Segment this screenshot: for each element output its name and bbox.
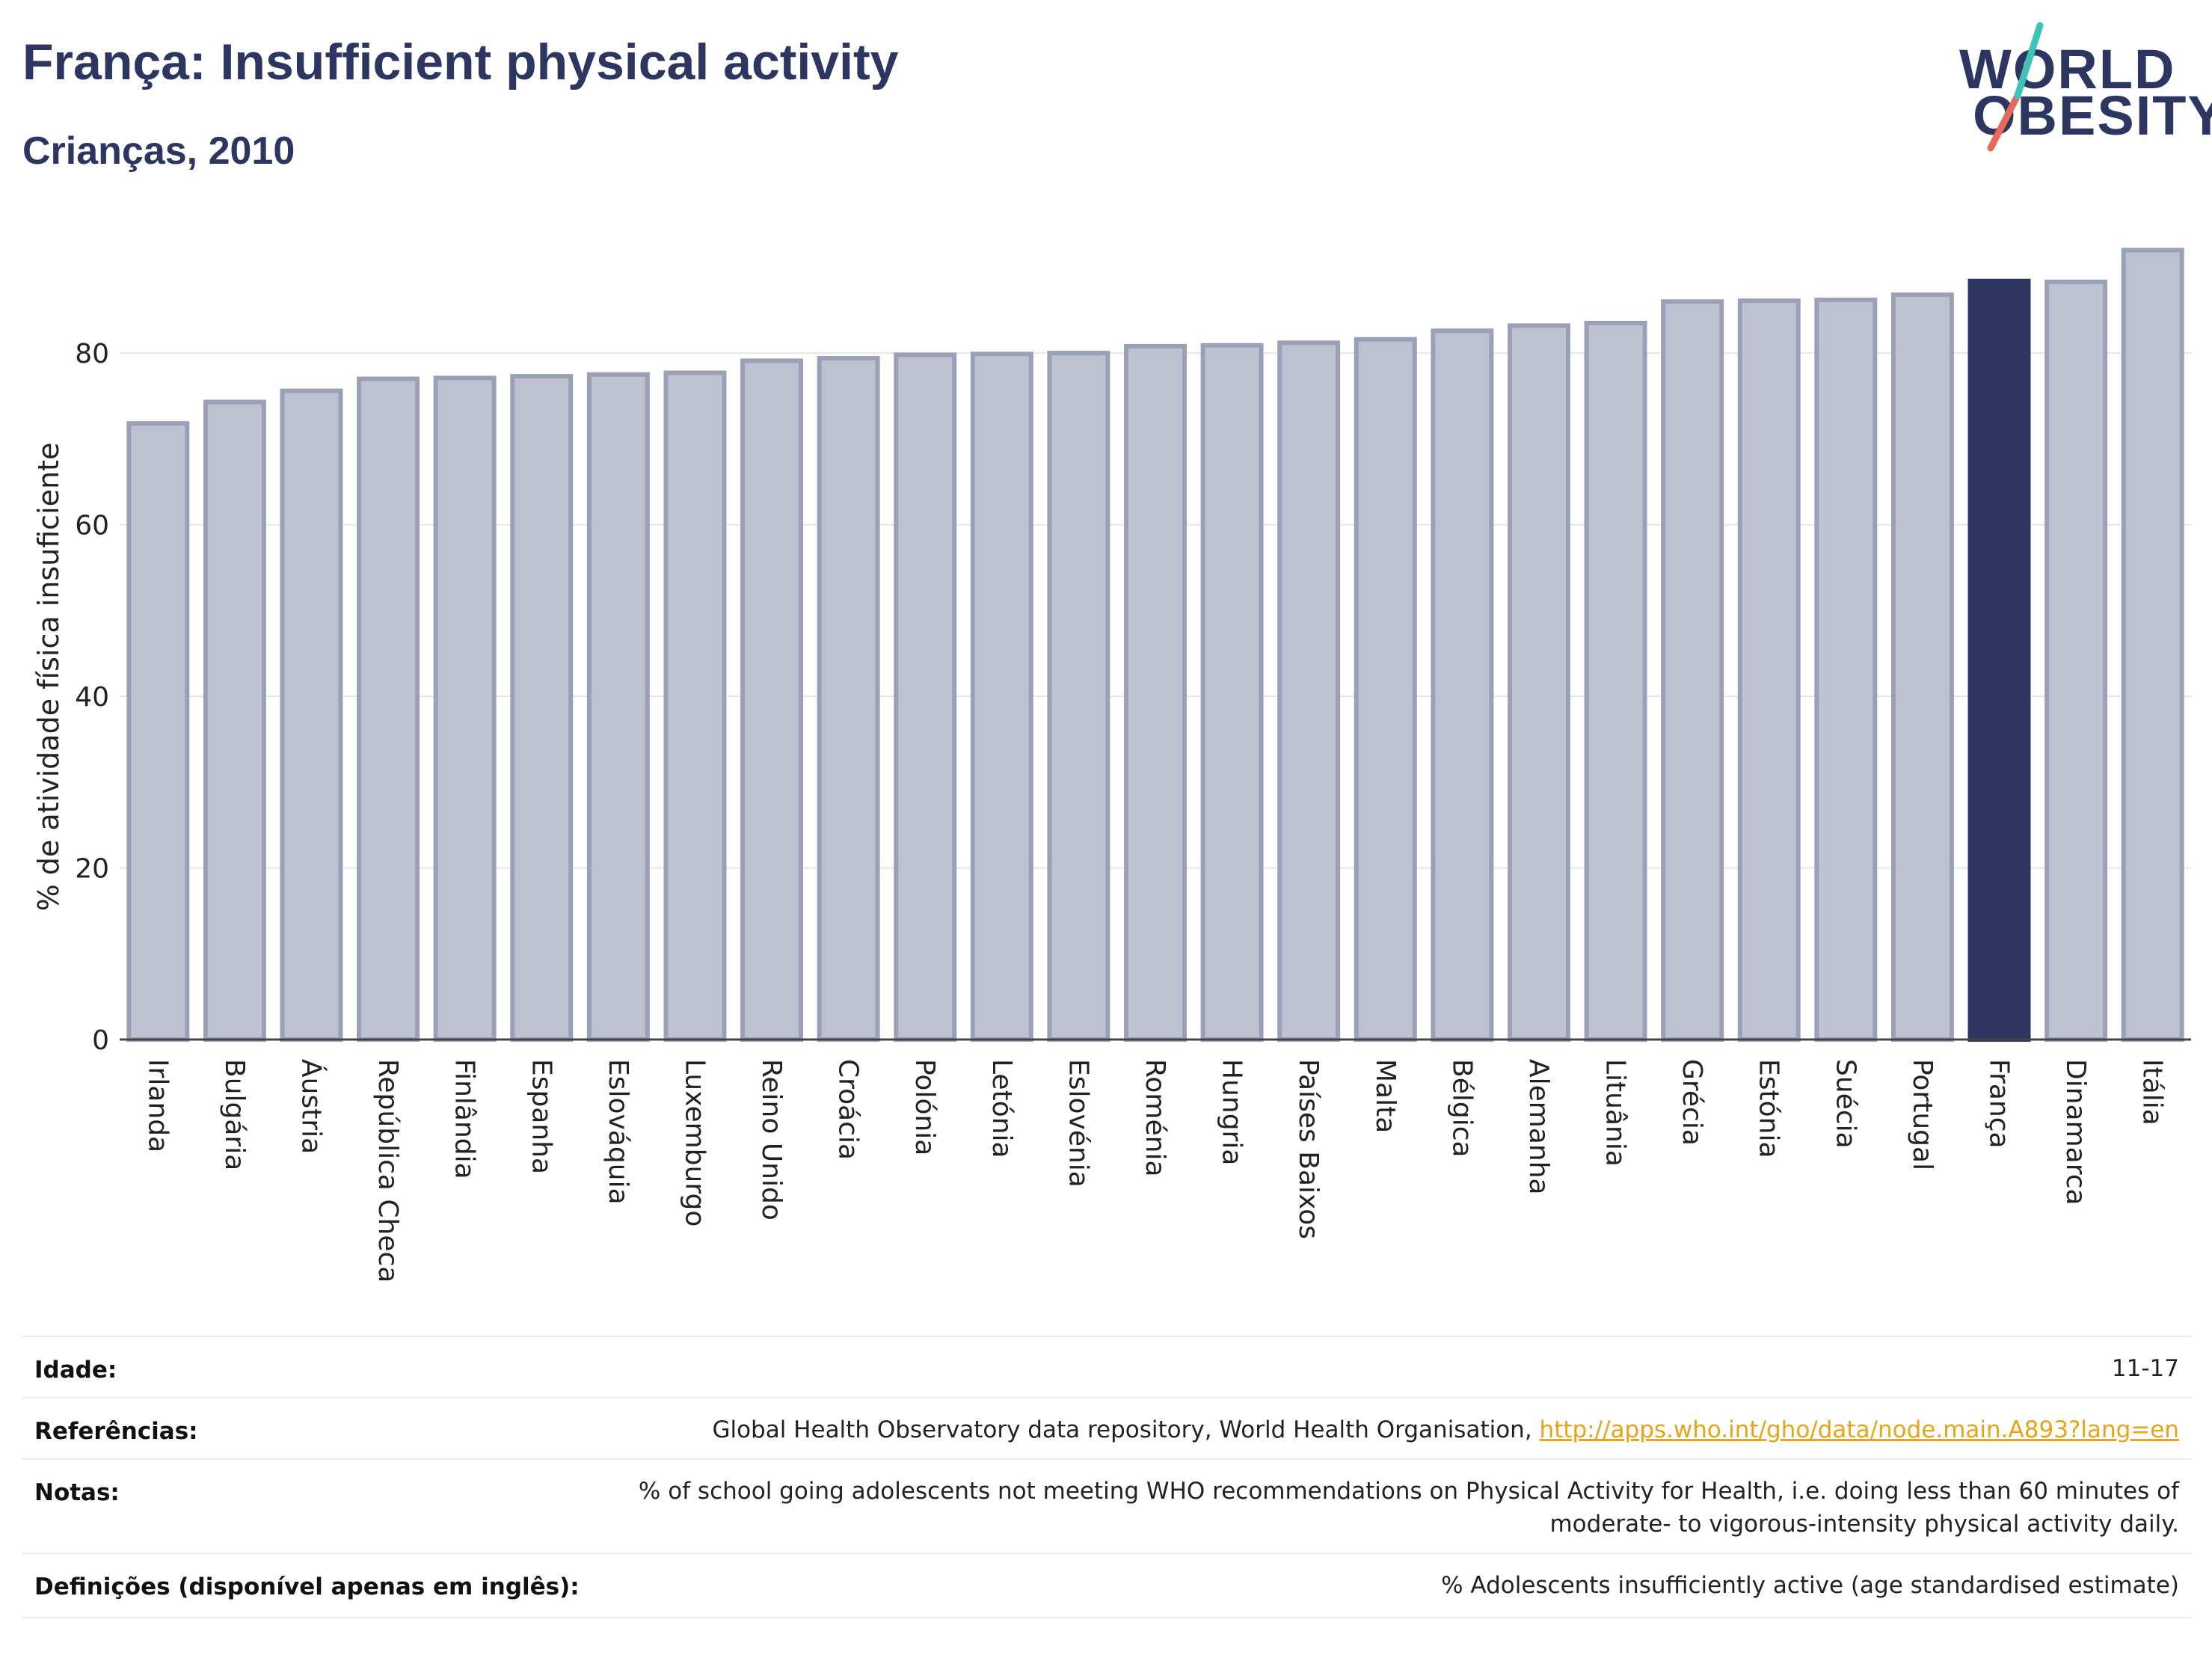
x-tick-label: Letónia xyxy=(986,1059,1017,1158)
bar-chart: 0 20 40 60 80 Irlanda Bulgária Áustria Repúblic… xyxy=(32,248,2191,1283)
x-tick-label: Estónia xyxy=(1754,1059,1784,1158)
x-tick-label: Hungria xyxy=(1217,1059,1247,1165)
footer-label-definitions: Definições (disponível apenas em inglês)… xyxy=(34,1573,580,1600)
x-tick-label: Alemanha xyxy=(1523,1059,1554,1195)
x-tick-label: Malta xyxy=(1370,1059,1401,1133)
x-tick-label: Eslovénia xyxy=(1063,1059,1093,1188)
x-tick-label: Países Baixos xyxy=(1293,1059,1324,1239)
footer-value-notes: % of school going adolescents not meetin… xyxy=(639,1475,2179,1541)
reference-text: Global Health Observatory data repositor… xyxy=(712,1416,1540,1443)
bar-Lituânia xyxy=(1584,320,1647,1042)
bar-Grécia xyxy=(1661,299,1724,1042)
bar-França xyxy=(1967,278,2031,1042)
y-tick-label: 40 xyxy=(75,682,109,713)
x-tick-label: Lituânia xyxy=(1600,1059,1631,1167)
y-tick-label: 60 xyxy=(75,511,109,541)
footer-label-references: Referências: xyxy=(34,1418,198,1445)
bar-Letónia xyxy=(970,351,1033,1042)
y-tick-label: 80 xyxy=(75,339,109,369)
reference-link[interactable]: http://apps.who.int/gho/data/node.main.A… xyxy=(1539,1416,2179,1443)
x-tick-label: Espanha xyxy=(526,1059,556,1174)
x-axis-ticks: Irlanda Bulgária Áustria República Checa Fin… xyxy=(142,1059,2167,1283)
footer-value-definitions: % Adolescents insufficiently active (age… xyxy=(1441,1572,2179,1599)
x-tick-label: França xyxy=(1984,1059,2015,1149)
world-obesity-logo: WORLD OBESITY xyxy=(1944,15,2212,157)
footer-value-age: 11-17 xyxy=(2111,1355,2179,1382)
bar-Irlanda xyxy=(126,421,190,1042)
bar-Croácia xyxy=(817,355,880,1042)
footer-row-age: Idade: 11-17 xyxy=(22,1336,2191,1398)
y-tick-label: 0 xyxy=(92,1025,109,1056)
x-tick-label: Reino Unido xyxy=(756,1059,787,1220)
footer-label-age: Idade: xyxy=(34,1357,117,1384)
bar-Hungria xyxy=(1200,343,1264,1043)
bar-Reino Unido xyxy=(740,358,804,1042)
x-tick-label: Croácia xyxy=(833,1059,864,1160)
y-axis-label: % de atividade física insuficiente xyxy=(32,443,65,912)
bar-Espanha xyxy=(510,374,574,1042)
x-tick-label: Bulgária xyxy=(219,1059,250,1170)
notes-line2: moderate- to vigorous-intensity physical… xyxy=(1549,1511,2179,1538)
logo-slash-icon xyxy=(1987,22,2044,152)
bar-Malta xyxy=(1354,337,1417,1042)
bar-Portugal xyxy=(1890,292,1954,1042)
x-tick-label: Bélgica xyxy=(1446,1059,1477,1158)
footer-value-references: Global Health Observatory data repositor… xyxy=(712,1413,2179,1446)
bar-Suécia xyxy=(1814,297,1878,1042)
logo-line1: WORLD xyxy=(1959,38,2176,100)
bar-Luxemburgo xyxy=(663,370,727,1042)
y-tick-label: 20 xyxy=(75,854,109,885)
bar-Roménia xyxy=(1124,343,1187,1042)
bar-Alemanha xyxy=(1507,323,1570,1042)
x-tick-label: Dinamarca xyxy=(2060,1059,2091,1206)
x-tick-label: Grécia xyxy=(1677,1059,1707,1146)
x-tick-label: Portugal xyxy=(1907,1059,1938,1170)
x-tick-label: República Checa xyxy=(372,1059,403,1283)
bar-Países Baixos xyxy=(1277,340,1341,1042)
footer-label-notes: Notas: xyxy=(34,1479,120,1506)
x-tick-label: Eslováquia xyxy=(603,1059,633,1205)
page-subtitle: Crianças, 2010 xyxy=(22,129,295,173)
bar-Itália xyxy=(2121,248,2184,1043)
y-axis-ticks: 0 20 40 60 80 xyxy=(75,339,109,1056)
bar-Estónia xyxy=(1737,298,1801,1042)
bar-Finlândia xyxy=(433,375,497,1042)
page-title: França: Insufficient physical activity xyxy=(22,34,899,90)
notes-line1: % of school going adolescents not meetin… xyxy=(638,1478,2179,1505)
bar-Bulgária xyxy=(203,399,266,1042)
footer-row-references: Referências: Global Health Observatory d… xyxy=(22,1397,2191,1460)
bar-Eslovénia xyxy=(1047,351,1110,1042)
x-tick-label: Suécia xyxy=(1830,1059,1861,1149)
x-tick-label: Irlanda xyxy=(142,1059,173,1152)
bar-Eslováquia xyxy=(586,372,650,1042)
x-tick-label: Polónia xyxy=(909,1059,940,1155)
x-tick-label: Luxemburgo xyxy=(679,1059,710,1226)
bar-series xyxy=(126,248,2184,1043)
bar-República Checa xyxy=(357,376,420,1042)
footer-row-notes: Notas: % of school going adolescents not… xyxy=(22,1458,2191,1554)
x-tick-label: Áustria xyxy=(295,1059,327,1154)
x-tick-label: Finlândia xyxy=(449,1059,480,1179)
bar-Dinamarca xyxy=(2044,279,2108,1043)
bar-Polónia xyxy=(894,352,957,1042)
logo-line2: OBESITY xyxy=(1973,85,2212,147)
x-tick-label: Itália xyxy=(2137,1059,2168,1126)
bar-Bélgica xyxy=(1431,328,1494,1042)
bar-Áustria xyxy=(280,388,343,1042)
footer-row-definitions: Definições (disponível apenas em inglês)… xyxy=(22,1553,2191,1618)
x-tick-label: Roménia xyxy=(1140,1059,1170,1177)
